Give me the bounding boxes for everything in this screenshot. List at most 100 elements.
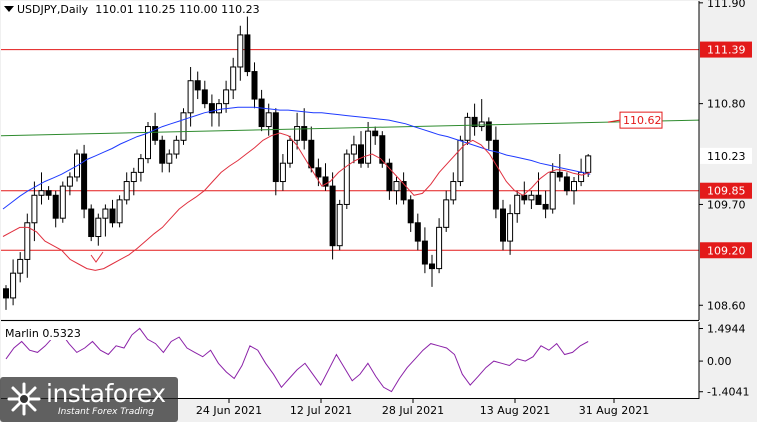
candle-body bbox=[464, 116, 471, 141]
price-tick-label: 108.60 bbox=[707, 299, 746, 312]
candle-body bbox=[521, 194, 528, 201]
candle-body bbox=[24, 222, 31, 260]
candle-body bbox=[265, 112, 272, 128]
candle-body bbox=[173, 139, 180, 155]
candle-body bbox=[478, 121, 485, 128]
level-price-tag: 109.85 bbox=[707, 185, 746, 198]
blue-moving-average-line bbox=[2, 106, 591, 210]
candle-body bbox=[329, 185, 336, 247]
level-price-tag: 109.20 bbox=[707, 244, 746, 257]
green-moving-average-line bbox=[0, 119, 700, 137]
candle-body bbox=[414, 222, 421, 242]
candle-body bbox=[571, 181, 577, 192]
current-price-tag: 110.23 bbox=[707, 150, 746, 163]
instaforex-logo: instaforex Instant Forex Trading bbox=[0, 377, 178, 422]
triangle-down-icon[interactable] bbox=[4, 6, 14, 12]
candle-body bbox=[145, 126, 151, 160]
indicator-tick-label: 1.4944 bbox=[707, 322, 746, 335]
candle-body bbox=[88, 208, 95, 238]
candle-body bbox=[336, 203, 343, 247]
candle-body bbox=[244, 34, 251, 73]
candlesticks bbox=[3, 16, 592, 310]
candle-body bbox=[130, 171, 137, 183]
indicator-tick-label: 0.00 bbox=[707, 355, 732, 368]
marlin-indicator-line bbox=[5, 327, 589, 393]
candle-body bbox=[45, 190, 52, 196]
candle-body bbox=[3, 288, 9, 299]
indicator-label: Marlin 0.5323 bbox=[5, 327, 81, 340]
candle-body bbox=[95, 217, 102, 238]
candle-body bbox=[578, 171, 585, 183]
candle-body bbox=[507, 213, 514, 242]
candle-body bbox=[421, 240, 428, 265]
current-price-tag-box bbox=[700, 147, 752, 164]
outline-price-tag: 110.62 bbox=[623, 114, 662, 127]
tag-connector bbox=[607, 119, 621, 123]
candle-body bbox=[343, 153, 350, 205]
candle-body bbox=[230, 66, 237, 91]
candle-body bbox=[556, 171, 563, 178]
main-plot-background bbox=[1, 1, 699, 319]
price-tick-label: 110.80 bbox=[707, 98, 746, 111]
candle-body bbox=[208, 103, 215, 114]
time-tick-label: 31 Aug 2021 bbox=[579, 404, 649, 417]
candle-body bbox=[102, 208, 109, 219]
candle-body bbox=[542, 203, 549, 210]
time-tick-label: 12 Jul 2021 bbox=[290, 404, 352, 417]
candle-body bbox=[301, 126, 308, 141]
candle-body bbox=[436, 226, 443, 270]
candle-body bbox=[379, 135, 386, 164]
candle-body bbox=[457, 139, 464, 183]
candle-body bbox=[59, 185, 66, 219]
candle-body bbox=[109, 208, 116, 224]
candle-body bbox=[471, 116, 478, 128]
candle-body bbox=[372, 130, 379, 137]
candle-body bbox=[180, 112, 187, 141]
candle-body bbox=[287, 139, 293, 164]
price-axis: 111.90 110.80 109.70 108.60 bbox=[699, 0, 746, 312]
candle-body bbox=[358, 144, 364, 164]
indicator-tick-label: -1.4041 bbox=[707, 386, 749, 399]
candle-body bbox=[485, 121, 492, 141]
time-tick-label: 13 Aug 2021 bbox=[480, 404, 550, 417]
candle-body bbox=[166, 153, 173, 164]
candle-body bbox=[31, 194, 38, 224]
candle-body bbox=[585, 155, 592, 173]
candle-body bbox=[137, 158, 144, 173]
candle-body bbox=[123, 181, 130, 201]
candle-body bbox=[216, 103, 222, 114]
candle-body bbox=[38, 190, 45, 196]
outline-price-tag-box bbox=[619, 111, 663, 129]
indicator-axis: 1.4944 0.00 -1.4041 bbox=[699, 322, 749, 399]
candle-body bbox=[563, 176, 570, 192]
candle-body bbox=[152, 126, 159, 141]
candle-body bbox=[549, 171, 556, 210]
candle-body bbox=[116, 199, 123, 224]
candle-body bbox=[81, 153, 88, 210]
candle-body bbox=[52, 194, 59, 219]
candle-body bbox=[17, 258, 24, 274]
candle-body bbox=[350, 144, 357, 155]
candle-body bbox=[528, 194, 535, 201]
chart-title: USDJPY,Daily 110.01 110.25 110.00 110.23 bbox=[4, 3, 260, 16]
symbol-label: USDJPY,Daily bbox=[17, 3, 89, 16]
candle-body bbox=[535, 194, 542, 205]
candle-body bbox=[237, 34, 244, 68]
candle-body bbox=[322, 176, 329, 187]
time-axis: 24 Jun 2021 12 Jul 2021 28 Jul 2021 13 Aug … bbox=[196, 399, 649, 417]
candle-body bbox=[66, 176, 73, 187]
red-check-mark bbox=[90, 251, 104, 263]
candle-body bbox=[393, 181, 400, 192]
price-tick-label: 109.70 bbox=[707, 198, 746, 211]
red-moving-average-line bbox=[2, 132, 591, 271]
candle-body bbox=[443, 199, 450, 228]
price-tick-label: 111.90 bbox=[707, 0, 746, 10]
candle-body bbox=[386, 162, 393, 192]
horizontal-levels bbox=[1, 49, 699, 251]
candle-body bbox=[258, 98, 265, 128]
candle-body bbox=[492, 139, 499, 210]
level-price-tag-box bbox=[700, 182, 752, 199]
price-tags: 111.39 110.62 110.23 109.85 109.20 bbox=[607, 41, 752, 259]
ohlc-values: 110.01 110.25 110.00 110.23 bbox=[95, 3, 260, 16]
